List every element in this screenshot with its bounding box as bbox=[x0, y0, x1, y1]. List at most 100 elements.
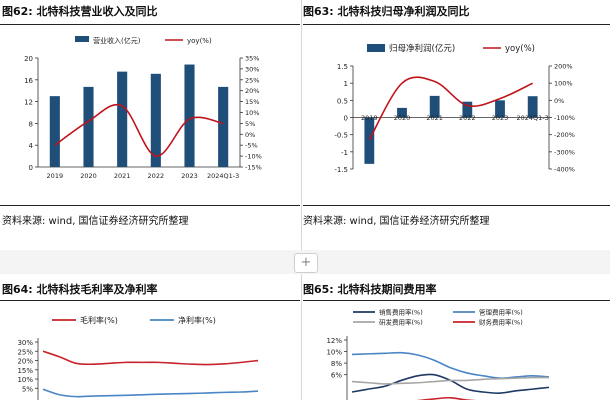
y-tick-label-left: 1.5 bbox=[337, 63, 348, 71]
yoy-line bbox=[55, 105, 223, 157]
y-tick-label-left: -1 bbox=[341, 149, 348, 157]
bar bbox=[184, 65, 194, 167]
source-note: 资料来源: wind, 国信证券经济研究所整理 bbox=[303, 212, 490, 227]
y-tick-label-right: 15% bbox=[245, 98, 259, 106]
y-tick-label-left: 4 bbox=[29, 142, 34, 150]
source-rule bbox=[0, 205, 300, 206]
yoy-line bbox=[369, 77, 532, 140]
legend-label-bar: 营业收入(亿元) bbox=[93, 36, 141, 45]
legend-swatch-bar bbox=[367, 44, 385, 52]
y-tick-label-right: 100% bbox=[554, 80, 573, 88]
series-line bbox=[352, 378, 549, 384]
x-tick-label: 2023 bbox=[181, 172, 198, 180]
x-tick-label: 2019 bbox=[361, 114, 378, 122]
bar bbox=[151, 74, 161, 167]
y-tick-label-right: 0% bbox=[554, 97, 564, 105]
bar bbox=[117, 72, 127, 167]
y-tick-label-left: 0.5 bbox=[337, 97, 348, 105]
chart-panel-margins: 图64: 北特科技毛利率及净利率 30% 25% 20% 15% 10% 5% 毛利率(%)… bbox=[0, 278, 300, 400]
legend-label: 研发费用率(%) bbox=[379, 318, 423, 327]
y-tick-label-left: 12 bbox=[24, 99, 33, 107]
x-tick-label: 2020 bbox=[394, 114, 411, 122]
y-tick-label-left: -1.5 bbox=[334, 166, 348, 174]
x-tick-label: 2024Q1-3 bbox=[517, 114, 549, 122]
x-tick-label: 2022 bbox=[459, 114, 476, 122]
y-tick-label: 15% bbox=[17, 367, 33, 375]
x-tick-label: 2022 bbox=[148, 172, 165, 180]
y-tick-label-right: -400% bbox=[554, 166, 575, 174]
bar bbox=[50, 96, 60, 167]
y-tick-label-left: 8 bbox=[29, 120, 33, 128]
y-tick-label: 10% bbox=[326, 349, 342, 357]
y-tick-label: 6% bbox=[331, 372, 342, 380]
revenue-chart: 0 4 8 12 16 20 35% 30% 25% 20% 15% 10% 5% 0% -5% -10% -1… bbox=[0, 28, 300, 198]
series-line bbox=[43, 389, 258, 396]
y-tick-label-right: -100% bbox=[554, 114, 575, 122]
y-tick-label: 30% bbox=[17, 339, 33, 347]
y-tick-label-left: 0 bbox=[29, 164, 33, 172]
y-tick-label-right: 10% bbox=[245, 109, 259, 117]
y-tick-label-right: 200% bbox=[554, 63, 573, 71]
net-profit-chart: 1.5 1 0.5 0 -0.5 -1 -1.5 200% 100% 0% -100% -200% -3… bbox=[303, 28, 610, 198]
y-tick-label-right: 35% bbox=[245, 55, 259, 63]
y-tick-label-right: -15% bbox=[245, 164, 262, 172]
x-tick-label: 2021 bbox=[426, 114, 443, 122]
bar bbox=[364, 118, 374, 164]
margin-chart: 30%25% 20%15%10%5% 毛利率(%) 净利率(%) bbox=[0, 304, 300, 400]
y-tick-label: 5% bbox=[22, 385, 33, 393]
title-rule bbox=[0, 300, 300, 301]
panel-title: 图62: 北特科技营业收入及同比 bbox=[2, 3, 158, 19]
series-line bbox=[43, 351, 258, 364]
legend-label-bar: 归母净利润(亿元) bbox=[389, 43, 455, 54]
panel-title: 图65: 北特科技期间费用率 bbox=[303, 281, 437, 297]
x-tick-label: 2024Q1-3 bbox=[207, 172, 239, 180]
legend-label-line: yoy(%) bbox=[505, 44, 535, 54]
legend-label: 净利率(%) bbox=[178, 315, 216, 325]
x-tick-label: 2020 bbox=[80, 172, 97, 180]
y-tick-label-left: 0 bbox=[344, 115, 348, 123]
bar bbox=[83, 87, 93, 167]
y-tick-label-right: -5% bbox=[245, 142, 258, 150]
legend-label: 管理费用率(%) bbox=[479, 308, 523, 317]
series-line bbox=[352, 353, 549, 379]
y-tick-label-right: -10% bbox=[245, 153, 262, 161]
legend-label: 毛利率(%) bbox=[80, 315, 118, 325]
y-tick-label: 12% bbox=[326, 337, 342, 345]
chart-panel-revenue: 图62: 北特科技营业收入及同比 0 4 8 12 16 20 35% 30% 25% 20% 15… bbox=[0, 0, 300, 240]
y-tick-label-left: 16 bbox=[24, 77, 33, 85]
chart-panel-net-profit: 图63: 北特科技归母净利润及同比 1.5 1 0.5 0 -0.5 -1 -1.5 200%… bbox=[303, 0, 610, 240]
legend-label: 财务费用率(%) bbox=[479, 318, 523, 327]
panel-title: 图63: 北特科技归母净利润及同比 bbox=[303, 3, 470, 19]
legend-swatch-bar bbox=[75, 36, 89, 42]
legend-label-line: yoy(%) bbox=[187, 37, 212, 45]
source-rule bbox=[303, 205, 610, 206]
y-tick-label-right: -300% bbox=[554, 148, 575, 156]
x-tick-label: 2023 bbox=[492, 114, 509, 122]
expense-ratio-chart: 12% 10% 8% 6% 销售费用率(%) 管理费用率(%) 研发费用率(%) 财务费用率(… bbox=[303, 304, 610, 400]
y-tick-label: 10% bbox=[17, 376, 33, 384]
y-tick-label-left: 20 bbox=[24, 55, 33, 63]
title-rule bbox=[303, 300, 610, 301]
panel-title: 图64: 北特科技毛利率及净利率 bbox=[2, 281, 158, 297]
y-tick-label-right: 0% bbox=[245, 131, 255, 139]
y-tick-label: 25% bbox=[17, 348, 33, 356]
legend-label: 销售费用率(%) bbox=[379, 308, 423, 317]
y-tick-label-left: -0.5 bbox=[334, 132, 348, 140]
y-tick-label-left: 1 bbox=[344, 80, 348, 88]
y-tick-label-right: 25% bbox=[245, 76, 259, 84]
y-tick-label-right: -200% bbox=[554, 131, 575, 139]
y-tick-label-right: 30% bbox=[245, 65, 259, 73]
y-tick-label-right: 20% bbox=[245, 87, 259, 95]
add-button[interactable]: + bbox=[294, 253, 318, 273]
y-tick-label: 20% bbox=[17, 358, 33, 366]
x-tick-label: 2019 bbox=[47, 172, 64, 180]
bar bbox=[218, 87, 228, 167]
title-rule bbox=[303, 24, 610, 25]
chart-panel-expense-ratios: 图65: 北特科技期间费用率 12% 10% 8% 6% 销售费用率(%) 管理费用率(%… bbox=[303, 278, 610, 400]
panel-divider bbox=[301, 0, 302, 400]
y-tick-label: 8% bbox=[331, 360, 342, 368]
x-tick-label: 2021 bbox=[114, 172, 131, 180]
y-tick-label-right: 5% bbox=[245, 120, 255, 128]
source-note: 资料来源: wind, 国信证券经济研究所整理 bbox=[2, 212, 189, 227]
title-rule bbox=[0, 24, 300, 25]
